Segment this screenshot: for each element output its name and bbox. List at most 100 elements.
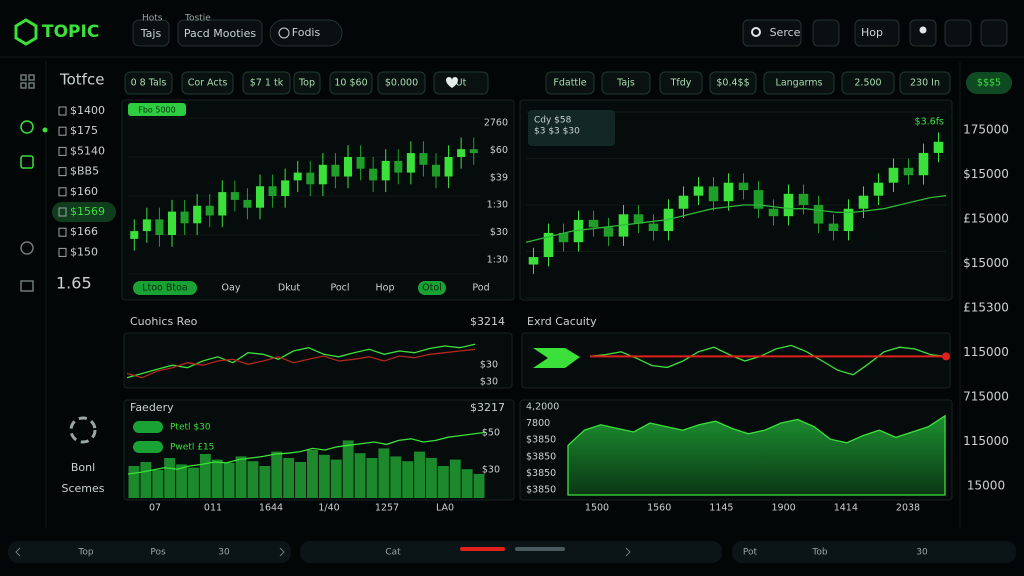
chart-tab[interactable]: Ltoo Btoa	[142, 283, 188, 294]
x-label: 1414	[834, 503, 858, 514]
list-item[interactable]: $5140	[70, 144, 105, 157]
axis-label: $15000	[963, 167, 1009, 181]
search-icon	[751, 27, 761, 37]
footer-bar	[732, 541, 1016, 563]
candle-body	[457, 149, 466, 157]
toolbar-button[interactable]	[659, 71, 703, 95]
list-item[interactable]: $175	[70, 124, 98, 137]
chevron[interactable]	[279, 547, 285, 557]
line-series	[589, 344, 947, 376]
tab-label: Fodis	[292, 26, 321, 39]
footer-label: Tob	[811, 548, 827, 558]
axis-label: 115000	[963, 434, 1009, 448]
candle-body	[419, 153, 428, 165]
toolbar-button[interactable]	[841, 71, 895, 95]
footer-label: Pos	[150, 548, 166, 558]
list-item[interactable]: $1400	[70, 104, 105, 117]
toolbar-button[interactable]	[545, 71, 595, 95]
toolbar-button[interactable]	[124, 71, 173, 95]
bar	[235, 456, 247, 498]
active-item[interactable]	[52, 202, 116, 222]
tab-label: Tajs	[140, 27, 162, 40]
bar	[199, 454, 211, 498]
candle-body	[543, 232, 554, 258]
toolbar-button[interactable]	[329, 71, 373, 95]
tab[interactable]	[177, 19, 263, 47]
chart-tab[interactable]: Hop	[376, 283, 395, 294]
list-item[interactable]: $160	[70, 185, 98, 198]
sidebar-label: Bonl	[71, 461, 95, 474]
candle-body	[193, 205, 202, 224]
x-label: 1145	[709, 503, 733, 514]
search-button[interactable]	[742, 19, 802, 47]
toolbar-button[interactable]	[899, 71, 951, 95]
line-series	[126, 348, 476, 379]
candle-body	[142, 219, 151, 232]
list-item[interactable]: $166	[70, 225, 98, 238]
toolbar-button[interactable]	[293, 71, 321, 95]
list-item[interactable]: $1569	[70, 205, 105, 218]
item-icon	[58, 207, 67, 217]
trend-line	[127, 431, 486, 475]
item-icon	[58, 126, 67, 136]
menu-button[interactable]	[854, 19, 900, 47]
tab[interactable]	[269, 19, 343, 47]
x-label: 2038	[896, 503, 920, 514]
list-item[interactable]: $BB5	[70, 165, 99, 178]
candle-body	[813, 205, 824, 224]
chevron[interactable]	[625, 547, 631, 557]
axis-label: 2760	[484, 118, 508, 129]
axis-label: 1:30	[487, 200, 508, 211]
toolbar-label: 2.500	[854, 78, 881, 89]
axis-label: $60	[490, 145, 508, 156]
toolbar-badge[interactable]	[966, 72, 1012, 94]
toolbar-button[interactable]	[709, 71, 757, 95]
toolbar-badge-label: $$$5	[977, 78, 1001, 89]
candle-body	[723, 182, 734, 202]
candle-body	[431, 164, 441, 177]
chart-tab[interactable]: Otol	[422, 283, 442, 294]
chart-tab[interactable]: Dkut	[278, 283, 301, 294]
candle-body	[130, 231, 139, 239]
chart-tab[interactable]: Pod	[472, 283, 489, 294]
icon-button[interactable]	[812, 19, 840, 47]
logo-icon	[14, 18, 38, 46]
chart-tab[interactable]: Pocl	[330, 283, 349, 294]
candle-body	[693, 186, 704, 196]
footer-label: Pot	[743, 548, 758, 558]
toolbar-label: Top	[298, 78, 315, 89]
footer-bar	[8, 541, 291, 563]
logo[interactable]: TOPIC	[42, 22, 99, 42]
icon-button[interactable]	[980, 19, 1008, 47]
toolbar-button[interactable]	[763, 71, 835, 95]
bar	[473, 474, 485, 498]
bar	[366, 458, 378, 498]
chevron[interactable]	[15, 547, 21, 557]
axis-label: $15000	[963, 256, 1009, 270]
candle-body	[873, 182, 884, 196]
toolbar-button[interactable]	[601, 71, 651, 95]
candle-body	[331, 164, 340, 177]
axis-label: 115000	[963, 345, 1009, 359]
toolbar-button[interactable]	[181, 71, 234, 95]
bar	[211, 459, 223, 498]
toolbar-button[interactable]	[377, 71, 426, 95]
toolbar-label: Tajs	[616, 78, 635, 89]
chart-tab[interactable]: Oay	[222, 283, 241, 294]
candle-body	[768, 208, 779, 217]
axis-label: £15000	[963, 212, 1009, 226]
list-item[interactable]: $150	[70, 245, 98, 258]
tab[interactable]	[132, 19, 170, 47]
bar	[330, 459, 342, 498]
candle-body	[167, 211, 177, 235]
icon-button[interactable]	[944, 19, 972, 47]
tab-pill[interactable]	[418, 281, 446, 295]
candle-body	[306, 172, 315, 185]
candle-body	[573, 219, 584, 243]
bar	[223, 462, 235, 498]
axis-label: $50	[482, 428, 500, 439]
bar	[414, 451, 425, 498]
toolbar-button[interactable]	[242, 71, 291, 95]
tab-pill[interactable]	[133, 281, 197, 295]
